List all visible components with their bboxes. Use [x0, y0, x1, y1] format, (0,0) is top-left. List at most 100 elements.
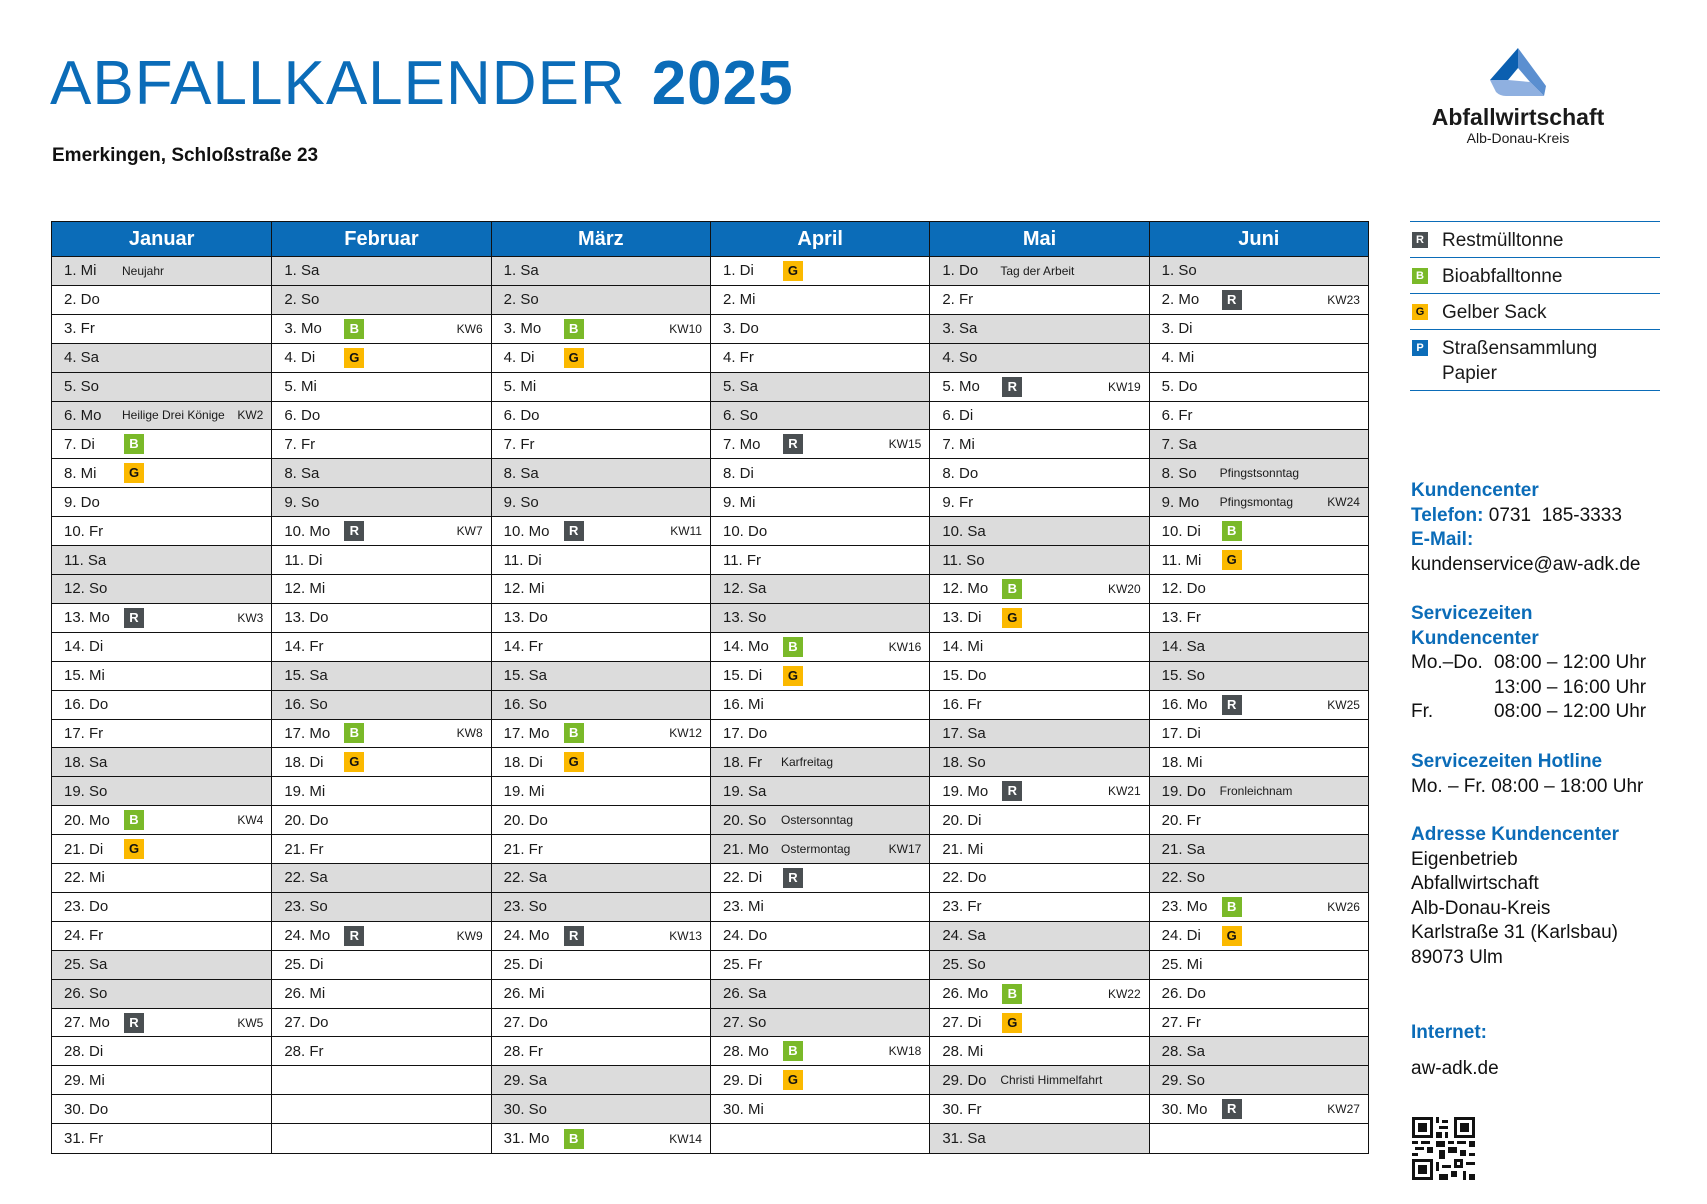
day-label: 17. Di	[1161, 724, 1201, 742]
day-row: 30. Mo R KW27	[1149, 1095, 1368, 1125]
service-hours-table: Mo.–Do. 08:00 – 12:00 Uhr 13:00 – 16:00 U…	[1411, 651, 1646, 725]
day-row: 18. So	[930, 748, 1149, 778]
day-row: 16. Fr	[930, 690, 1149, 720]
bio-badge-icon: B	[1221, 896, 1242, 917]
papier-badge-icon: P	[1412, 340, 1428, 356]
hotline-hours: Mo. – Fr. 08:00 – 18:00 Uhr	[1411, 775, 1644, 797]
day-row: 24. Fr	[52, 921, 272, 951]
gelber-sack-badge-icon: G	[1412, 304, 1428, 320]
day-row: 2. So	[272, 285, 491, 315]
day-row: 17. Do	[710, 719, 930, 749]
day-label: 15. Sa	[503, 667, 548, 685]
restmuell-badge-icon: R	[1221, 289, 1242, 310]
day-label: 31. Fr	[64, 1130, 104, 1148]
telefon-number[interactable]: 0731 185-3333	[1488, 504, 1622, 526]
calendar-week-label: KW6	[456, 321, 483, 336]
day-row: 4. So	[930, 343, 1149, 373]
day-row: 4. Di G	[491, 343, 710, 373]
day-row: 28. Fr	[272, 1037, 491, 1067]
day-label: 14. Mi	[942, 638, 984, 656]
service-time: 08:00 – 12:00 Uhr	[1494, 652, 1647, 674]
day-label: 30. Fr	[942, 1100, 982, 1118]
legend-item-restmuell: R Restmülltonne	[1410, 221, 1660, 257]
day-label: 3. Fr	[64, 320, 95, 338]
logo-name: Abfallwirtschaft	[1431, 104, 1605, 130]
day-label: 18. Fr	[722, 753, 763, 771]
day-label: 4. Di	[284, 349, 316, 367]
gelber-sack-badge-icon: G	[1221, 550, 1242, 571]
calendar-week-label: KW12	[669, 726, 702, 741]
day-row: 12. Sa	[710, 574, 930, 604]
calendar-week-label: KW21	[1107, 784, 1141, 799]
day-label: 10. Di	[1161, 522, 1201, 540]
day-label: 23. Mo	[1161, 898, 1208, 916]
day-row: 7. Di B	[52, 430, 272, 460]
day-label: 7. Fr	[284, 435, 316, 453]
day-label: 21. Fr	[284, 840, 324, 858]
day-label: 18. So	[942, 753, 986, 771]
day-row: 15. So	[1149, 661, 1368, 691]
day-row: 20. Mo B KW4	[52, 806, 272, 836]
day-row: 9. Fr	[930, 488, 1149, 518]
restmuell-badge-icon: R	[1002, 376, 1023, 397]
day-row	[272, 1066, 491, 1096]
day-row: 8. Sa	[491, 459, 710, 489]
day-label: 3. Sa	[942, 320, 978, 338]
day-label: 17. Do	[722, 724, 768, 742]
day-row: 8. So Pfingstsonntag	[1149, 459, 1368, 489]
day-row: 14. Fr	[491, 632, 710, 662]
day-row: 15. Do	[930, 661, 1149, 691]
email-link[interactable]: kundenservice@aw-adk.de	[1411, 553, 1641, 575]
service-heading-2: Kundencenter	[1411, 627, 1539, 649]
day-row: 9. So	[272, 488, 491, 518]
day-row: 28. Di	[52, 1037, 272, 1067]
day-label: 25. Di	[503, 956, 543, 974]
day-label: 25. Fr	[722, 956, 763, 974]
day-row: 8. Di	[710, 459, 930, 489]
service-hours-block: Servicezeiten Kundencenter Mo.–Do. 08:00 …	[1411, 602, 1646, 725]
qr-code-icon[interactable]	[1412, 1117, 1475, 1180]
day-row: 26. Mo B KW22	[930, 979, 1149, 1009]
day-label: 5. Mi	[503, 378, 537, 396]
day-label: 21. Mo	[722, 840, 769, 858]
restmuell-badge-icon: R	[1412, 232, 1428, 248]
day-label: 20. Di	[942, 811, 982, 829]
day-row: 14. Fr	[272, 632, 491, 662]
day-label: 12. Mo	[942, 580, 989, 598]
calendar-week-label: KW20	[1107, 581, 1141, 596]
day-row: 27. Mo R KW5	[52, 1008, 272, 1038]
calendar-week-label: KW8	[456, 726, 483, 741]
day-label: 12. Mi	[284, 580, 326, 598]
day-label: 2. Mo	[1161, 291, 1200, 309]
day-label: 27. So	[722, 1014, 767, 1032]
day-row: 26. Do	[1149, 979, 1368, 1009]
day-label: 16. Fr	[942, 696, 982, 714]
day-label: 25. Mi	[1161, 956, 1203, 974]
day-label: 28. Fr	[503, 1042, 543, 1060]
restmuell-badge-icon: R	[782, 434, 803, 455]
day-label: 2. So	[284, 291, 320, 309]
gelber-sack-badge-icon: G	[563, 752, 584, 773]
day-label: 14. Fr	[284, 638, 324, 656]
day-label: 8. Sa	[503, 464, 539, 482]
day-row: 4. Mi	[1149, 343, 1368, 373]
day-label: 19. Mi	[503, 782, 545, 800]
day-label: 4. Fr	[722, 349, 754, 367]
restmuell-badge-icon: R	[344, 925, 365, 946]
day-row: 19. Do Fronleichnam	[1149, 777, 1368, 807]
day-label: 8. So	[1161, 464, 1197, 482]
day-row: 28. Fr	[491, 1037, 710, 1067]
day-row: 3. Do	[710, 314, 930, 344]
day-row: 19. Mi	[491, 777, 710, 807]
day-row: 7. Fr	[491, 430, 710, 460]
day-row: 10. Mo R KW7	[272, 517, 491, 547]
day-row: 26. Sa	[710, 979, 930, 1009]
day-label: 27. Di	[942, 1014, 982, 1032]
day-row: 27. Do	[272, 1008, 491, 1038]
address-line: Abfallwirtschaft	[1411, 873, 1539, 895]
day-label: 5. Mo	[942, 378, 980, 396]
internet-link[interactable]: aw-adk.de	[1411, 1057, 1499, 1079]
day-row: 10. Fr	[52, 517, 272, 547]
restmuell-badge-icon: R	[124, 607, 144, 628]
day-row: 8. Mi G	[52, 459, 272, 489]
